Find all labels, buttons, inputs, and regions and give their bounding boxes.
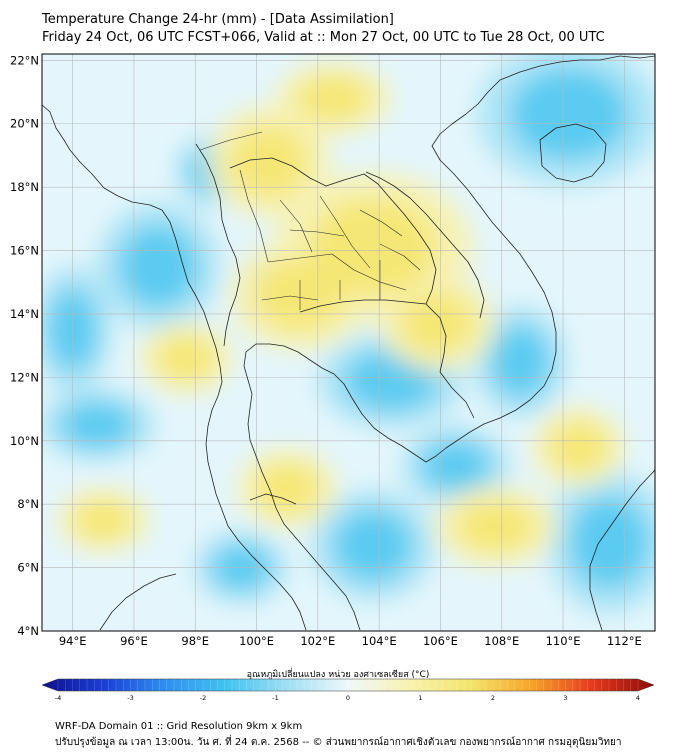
latitude-label: 12°N	[10, 370, 39, 384]
cool-anomaly-area	[490, 326, 550, 398]
latitude-label: 8°N	[17, 497, 39, 511]
colorbar-tick-label: 2	[491, 694, 495, 702]
cool-anomaly-area	[333, 509, 413, 581]
colorbar-tick-label: -2	[200, 694, 206, 702]
graticule	[42, 54, 655, 631]
latitude-label: 20°N	[10, 117, 39, 131]
map-subtitle: Friday 24 Oct, 06 UTC FCST+066, Valid at…	[42, 30, 605, 45]
longitude-label: 96°E	[120, 634, 148, 648]
forecast-map: 22°N 20°N 18°N 16°N 14°N 12°N 10°N 8°N 6°N 4°N 94…	[10, 53, 656, 648]
warm-anomaly-area	[255, 462, 320, 514]
model-info: WRF-DA Domain 01 :: Grid Resolution 9km …	[55, 721, 303, 732]
map-title: Temperature Change 24-hr (mm) - [Data As…	[42, 12, 394, 27]
warm-anomaly-area	[296, 75, 370, 122]
border-thailand-myanmar	[195, 143, 241, 347]
colorbar-tick-label: -4	[55, 694, 61, 702]
colorbar-tick-label: 1	[418, 694, 422, 702]
border-thailand-laos	[229, 157, 437, 305]
border-malaysia-thailand	[249, 493, 297, 505]
warm-anomaly-area	[548, 421, 608, 473]
latitude-label: 10°N	[10, 434, 39, 448]
longitude-label: 100°E	[239, 634, 274, 648]
longitude-label: 94°E	[59, 634, 87, 648]
cool-anomaly-area	[421, 440, 491, 492]
cool-anomaly-area	[569, 496, 649, 588]
colorbar-tick-label: -1	[272, 694, 278, 702]
colorbar: -4 -3 -2 -1 0 1 2 3 4	[41, 678, 655, 702]
latitude-labels: 22°N 20°N 18°N 16°N 14°N 12°N 10°N 8°N 6°N 4°N	[10, 53, 39, 638]
colorbar-title: อุณหภูมิเปลี่ยนแปลง หน่วย องศาเซลเซียส (…	[246, 670, 430, 680]
warm-anomaly-area	[255, 259, 344, 331]
hainan-island	[539, 123, 607, 183]
warm-anomaly-area	[73, 499, 133, 541]
colorbar-tick-label: 3	[563, 694, 567, 702]
longitude-label: 106°E	[423, 634, 458, 648]
coastline-borneo	[589, 469, 655, 631]
cool-anomaly-area	[119, 225, 198, 307]
coastline-sumatra	[99, 573, 177, 631]
warm-anomaly-area	[229, 126, 309, 198]
colorbar-ticks: -4 -3 -2 -1 0 1 2 3 4	[55, 679, 640, 702]
border-laos-vietnam	[365, 171, 485, 319]
latitude-label: 14°N	[10, 307, 39, 321]
longitude-labels: 94°E 96°E 98°E 100°E 102°E 104°E 106°E 108°E 110…	[59, 634, 642, 648]
coastline-myanmar-west	[42, 104, 307, 631]
latitude-label: 6°N	[17, 561, 39, 575]
warm-anomaly-area	[456, 501, 535, 552]
map-frame	[41, 53, 656, 632]
latitude-label: 18°N	[10, 180, 39, 194]
latitude-label: 22°N	[10, 53, 39, 67]
warm-anomaly-area	[400, 293, 475, 354]
longitude-label: 112°E	[607, 634, 642, 648]
coastline-gulf-thailand	[243, 55, 655, 631]
longitude-label: 102°E	[300, 634, 335, 648]
warm-anomaly-area	[309, 199, 437, 296]
longitude-label: 104°E	[362, 634, 397, 648]
longitude-label: 110°E	[546, 634, 581, 648]
colorbar-tick-label: -3	[127, 694, 133, 702]
latitude-label: 16°N	[10, 244, 39, 258]
colorbar-tick-label: 4	[636, 694, 640, 702]
latitude-label: 4°N	[17, 624, 39, 638]
colorbar-scale	[41, 678, 655, 692]
warm-anomaly-area	[156, 335, 216, 382]
longitude-label: 108°E	[484, 634, 519, 648]
border-thailand-cambodia	[299, 299, 447, 373]
country-borders	[42, 55, 655, 631]
province-lines	[199, 131, 421, 310]
colorbar-tick-label: 0	[346, 694, 350, 702]
longitude-label: 98°E	[181, 634, 209, 648]
cool-anomaly-area	[60, 402, 134, 448]
cool-anomaly-area	[510, 68, 629, 160]
border-cambodia-vietnam	[439, 371, 475, 419]
update-info: ปรับปรุงข้อมูล ณ เวลา 13:00น. วัน ศ. ที่…	[55, 737, 622, 748]
